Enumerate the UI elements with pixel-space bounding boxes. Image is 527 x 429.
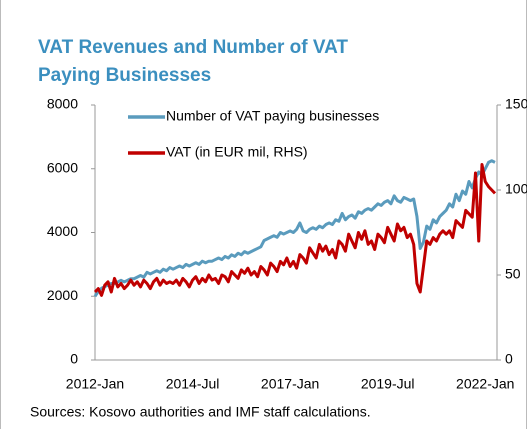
- legend-label: Number of VAT paying businesses: [166, 108, 379, 124]
- y-tick-label: 8000: [47, 96, 78, 112]
- series-line: [93, 163, 497, 297]
- x-tick-label: 2014-Jul: [166, 376, 220, 392]
- y2-tick-label: 150: [505, 96, 527, 112]
- x-tick-label: 2017-Jan: [261, 376, 319, 392]
- chart-title: Paying Businesses: [38, 65, 211, 86]
- x-tick-label: 2022-Jan: [456, 376, 514, 392]
- y-tick-label: 0: [70, 351, 78, 367]
- source-note: Sources: Kosovo authorities and IMF staf…: [30, 404, 371, 420]
- y-tick-label: 2000: [47, 287, 78, 303]
- y-tick-label: 6000: [47, 159, 78, 175]
- y2-tick-label: 50: [505, 266, 521, 282]
- series-line: [93, 159, 496, 298]
- y2-tick-label: 0: [505, 351, 513, 367]
- y2-tick-label: 100: [505, 181, 527, 197]
- x-tick-label: 2019-Jul: [361, 376, 415, 392]
- x-tick-label: 2012-Jan: [66, 376, 124, 392]
- legend-label: VAT (in EUR mil, RHS): [166, 144, 308, 160]
- y-tick-label: 4000: [47, 223, 78, 239]
- chart-title: VAT Revenues and Number of VAT: [38, 37, 348, 58]
